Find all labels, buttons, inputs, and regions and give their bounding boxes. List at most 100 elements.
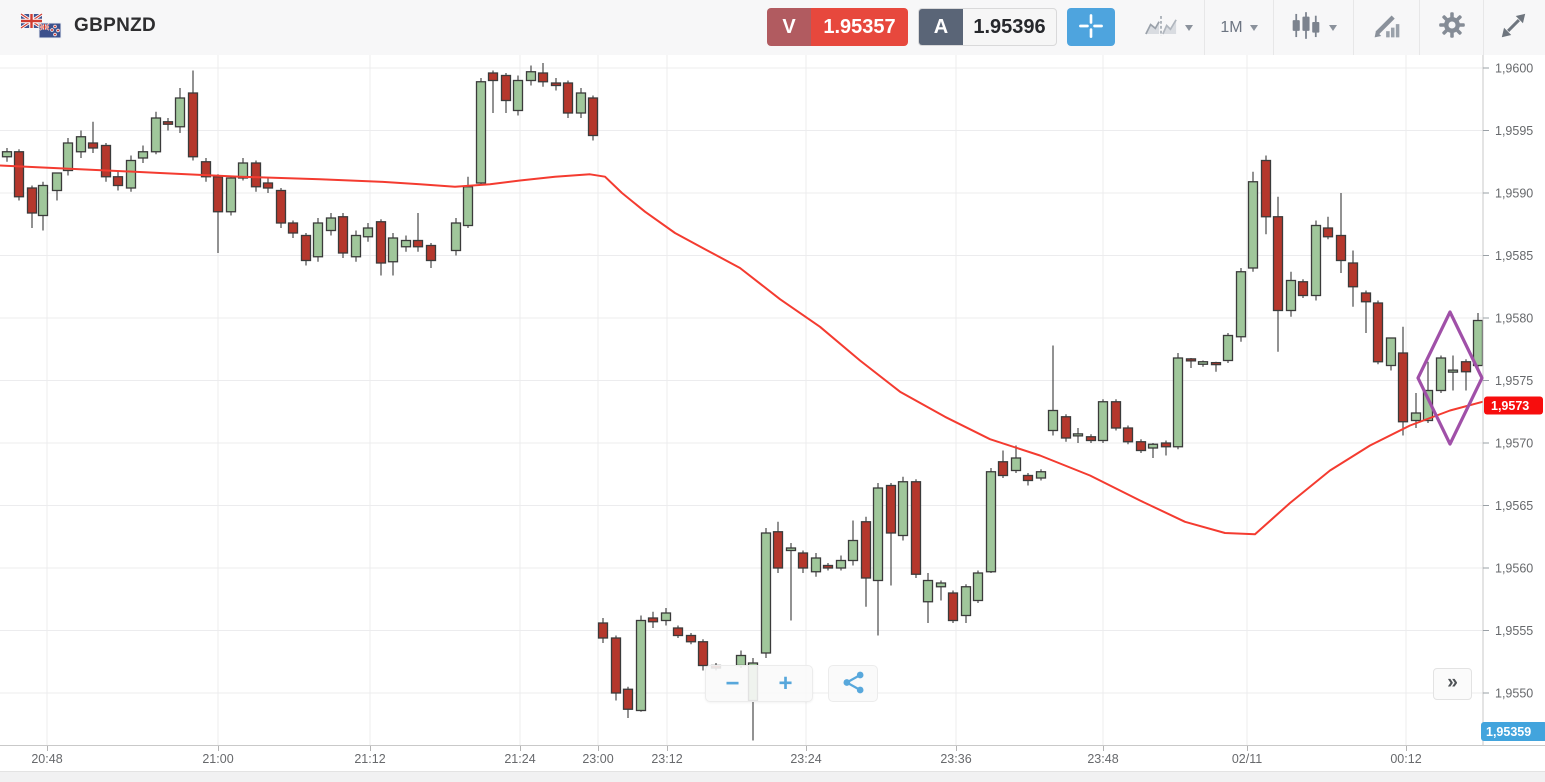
candle-up bbox=[847, 539, 859, 562]
chart-toolbar: 1M bbox=[1132, 0, 1543, 55]
candle-up bbox=[960, 586, 972, 617]
time-tick-label: 23:36 bbox=[940, 752, 972, 766]
candle-down bbox=[1110, 401, 1122, 429]
header: GBPNZD V 1.95357 A 1.95396 bbox=[0, 0, 1545, 56]
time-tick bbox=[1247, 746, 1248, 751]
price-tick-label: 1,9550 bbox=[1495, 687, 1533, 701]
candle-down bbox=[1085, 436, 1097, 442]
zoom-controls: − + bbox=[705, 665, 813, 702]
candle-up bbox=[1310, 224, 1322, 297]
candle-down bbox=[587, 97, 599, 137]
bid-price-label: 1,95359 bbox=[1486, 725, 1531, 739]
price-tick-label: 1,9590 bbox=[1495, 187, 1533, 201]
candle-down bbox=[822, 564, 834, 569]
candle-down bbox=[212, 176, 224, 213]
time-tick bbox=[520, 746, 521, 751]
candle-down bbox=[412, 239, 424, 248]
share-button[interactable] bbox=[828, 665, 878, 702]
candle-down bbox=[1347, 262, 1359, 288]
draw-button[interactable] bbox=[1353, 0, 1419, 55]
price-tick-label: 1,9575 bbox=[1495, 374, 1533, 388]
candle-up bbox=[1410, 412, 1422, 422]
share-icon bbox=[841, 670, 866, 698]
buy-price: 1.95396 bbox=[973, 15, 1046, 38]
candle-up bbox=[575, 92, 587, 114]
candle-up bbox=[760, 532, 772, 654]
candle-up bbox=[897, 481, 909, 537]
crosshair-button[interactable] bbox=[1067, 8, 1115, 46]
candle-down bbox=[860, 521, 872, 579]
chevron-down-icon bbox=[1249, 24, 1258, 31]
fullscreen-button[interactable] bbox=[1483, 0, 1543, 55]
zoom-out-button[interactable]: − bbox=[706, 666, 759, 701]
candle-up bbox=[1, 151, 13, 158]
candle-down bbox=[187, 92, 199, 158]
candle-down bbox=[885, 484, 897, 534]
candle-down bbox=[997, 461, 1009, 477]
candle-up bbox=[37, 184, 49, 217]
candle-up bbox=[125, 159, 137, 189]
candle-down bbox=[13, 151, 25, 198]
candle-up bbox=[225, 177, 237, 213]
collapse-axis-button[interactable]: » bbox=[1433, 668, 1472, 700]
candle-down bbox=[797, 552, 809, 569]
time-tick bbox=[598, 746, 599, 751]
buy-button[interactable]: A 1.95396 bbox=[918, 8, 1057, 46]
chart-area[interactable]: 1,9600 1,9595 1,9590 1,9585 1,9580 1,9575 1,95… bbox=[0, 55, 1545, 745]
time-tick-label: 23:48 bbox=[1087, 752, 1119, 766]
candle-up bbox=[387, 237, 399, 263]
series-style-dropdown[interactable] bbox=[1273, 0, 1353, 55]
candle-up bbox=[735, 654, 747, 667]
candle-down bbox=[622, 688, 634, 710]
chart-style-dropdown[interactable] bbox=[1132, 0, 1204, 55]
time-tick bbox=[218, 746, 219, 751]
settings-button[interactable] bbox=[1419, 0, 1483, 55]
candle-up bbox=[1235, 271, 1247, 338]
time-tick bbox=[956, 746, 957, 751]
candle-up bbox=[362, 227, 374, 238]
candle-up bbox=[1072, 433, 1084, 437]
candle-down bbox=[697, 641, 709, 667]
bid-price-label-bg bbox=[1481, 722, 1545, 741]
candle-down bbox=[262, 182, 274, 189]
chevron-down-icon bbox=[1184, 24, 1193, 31]
last-price-label: 1,9573 bbox=[1491, 399, 1529, 413]
candle-up bbox=[785, 547, 797, 552]
candle-down bbox=[337, 216, 349, 254]
candle-up bbox=[1172, 357, 1184, 448]
price-chart[interactable]: 1,9600 1,9595 1,9590 1,9585 1,9580 1,9575 1,95… bbox=[0, 55, 1545, 745]
candle-down bbox=[1272, 216, 1284, 312]
timeframe-dropdown[interactable]: 1M bbox=[1204, 0, 1273, 55]
price-tick-label: 1,9570 bbox=[1495, 437, 1533, 451]
candle-up bbox=[1435, 357, 1447, 392]
time-tick-label: 02/11 bbox=[1231, 752, 1263, 766]
sell-button[interactable]: V 1.95357 bbox=[767, 8, 908, 46]
candle-down bbox=[1360, 292, 1372, 303]
candle-up bbox=[635, 619, 647, 712]
time-tick bbox=[47, 746, 48, 751]
symbol-title: GBPNZD bbox=[74, 15, 157, 36]
candle-down bbox=[772, 531, 784, 569]
price-tick-label: 1,9560 bbox=[1495, 562, 1533, 576]
candle-down bbox=[537, 72, 549, 83]
candle-up bbox=[150, 117, 162, 153]
ma-line bbox=[0, 164, 1484, 536]
candle-up bbox=[872, 487, 884, 582]
candle-up bbox=[935, 582, 947, 588]
candle-down bbox=[100, 144, 112, 178]
time-tick-label: 21:12 bbox=[354, 752, 386, 766]
candle-down bbox=[425, 244, 437, 262]
time-tick bbox=[667, 746, 668, 751]
time-axis[interactable]: 20:48 21:00 21:12 21:24 23:00 23:12 23:24 23:36… bbox=[0, 745, 1545, 772]
candle-down bbox=[562, 82, 574, 114]
candle-up bbox=[237, 162, 249, 179]
candle-down bbox=[1297, 281, 1309, 297]
candle-up bbox=[51, 172, 63, 192]
candle-down bbox=[375, 221, 387, 264]
expand-arrows-icon bbox=[1500, 12, 1527, 44]
candle-up bbox=[75, 136, 87, 153]
candle-down bbox=[1022, 474, 1034, 482]
sell-price: 1.95357 bbox=[811, 8, 908, 46]
zoom-in-button[interactable]: + bbox=[759, 666, 812, 701]
candle-down bbox=[550, 82, 562, 87]
